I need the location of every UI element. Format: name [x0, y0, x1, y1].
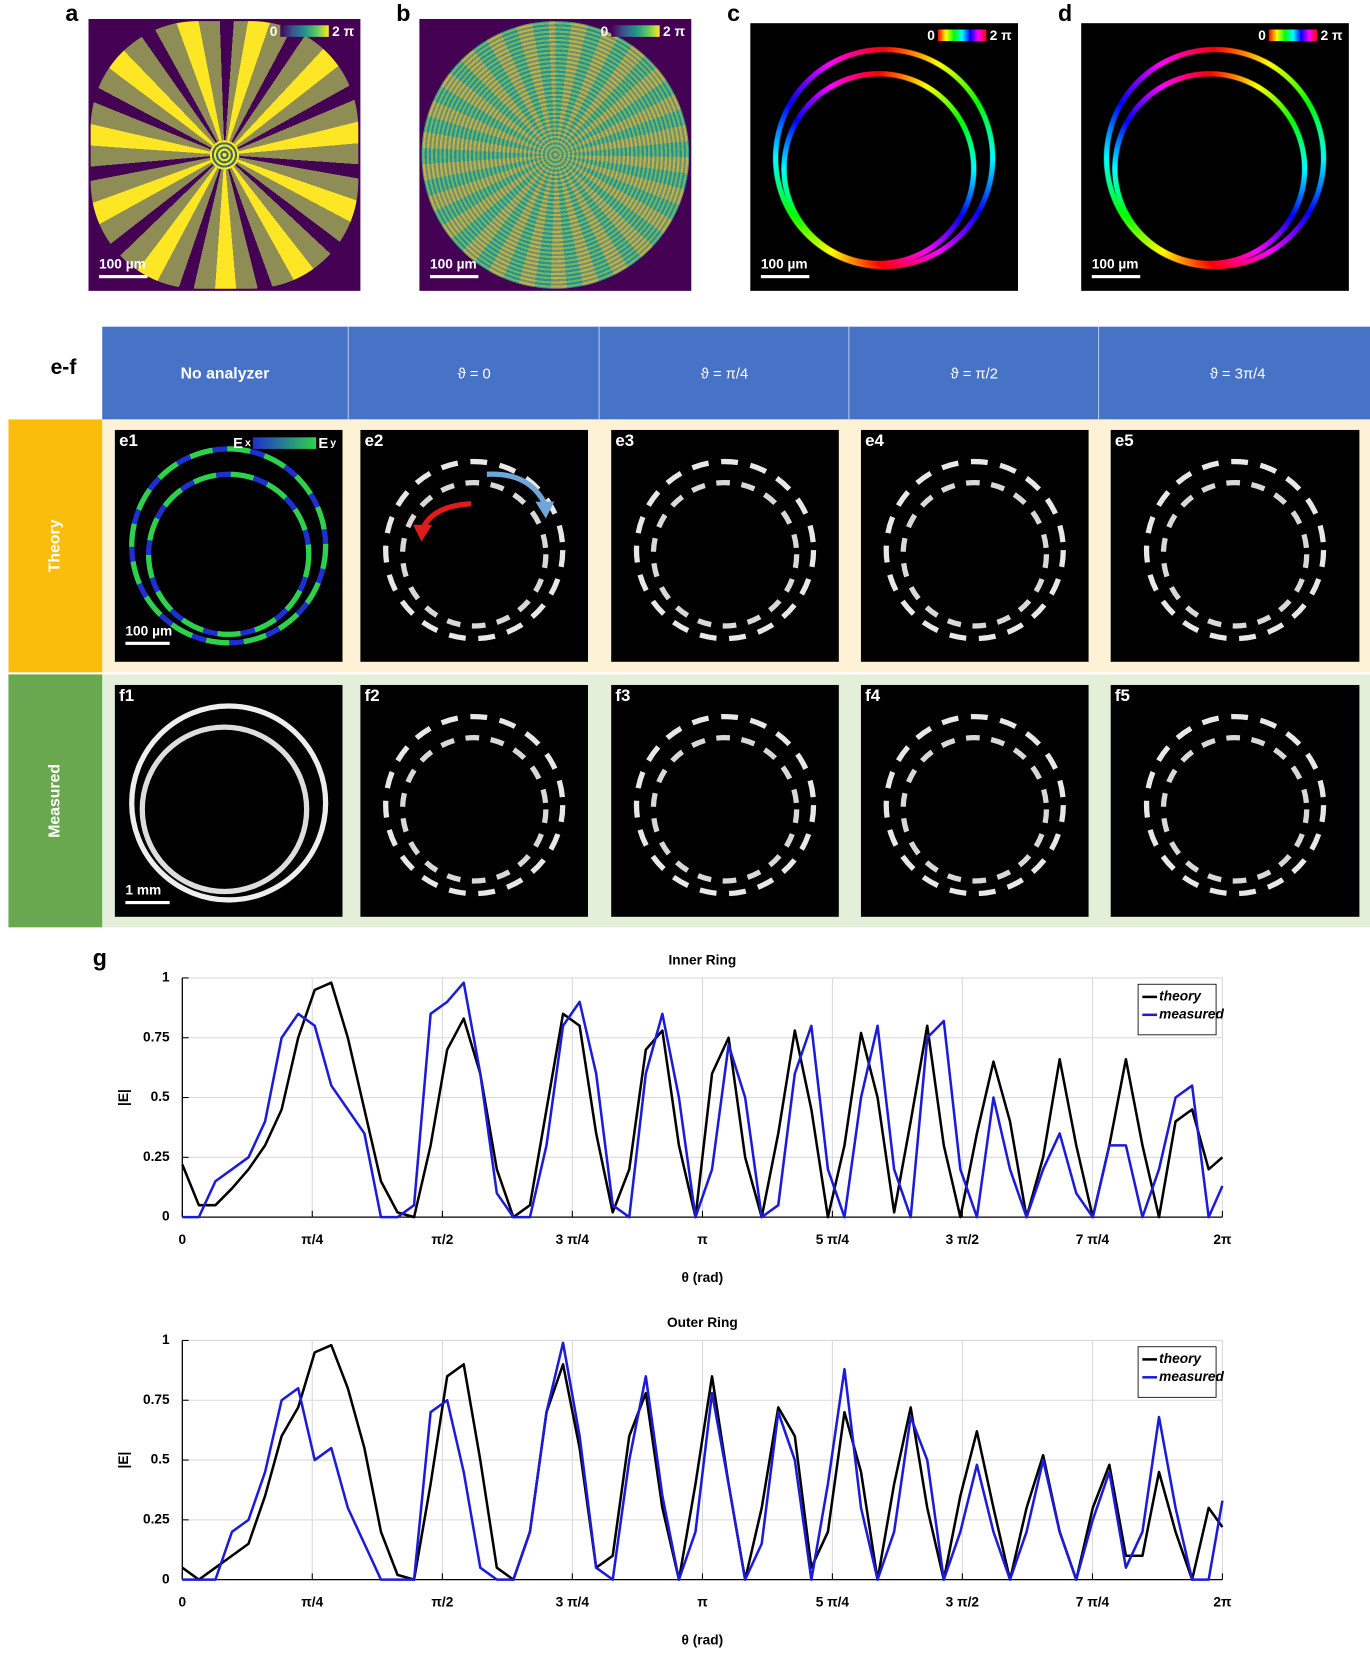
legend-label: theory [1159, 1351, 1202, 1366]
x-tick-label: 2π [1213, 1232, 1232, 1247]
chart-title: Outer Ring [667, 1315, 738, 1330]
y-axis-label: |E| [116, 1089, 131, 1106]
x-tick-label: π/2 [431, 1232, 453, 1247]
y-tick-label: 0.25 [143, 1149, 170, 1164]
y-tick-label: 0.75 [143, 1392, 170, 1407]
x-tick-label: 5 π/4 [816, 1594, 850, 1609]
figure: a02 π100 µmb02 π100 µmc02 π100 µmd02 π10… [0, 0, 1370, 1658]
y-tick-label: 0.25 [143, 1511, 170, 1526]
x-tick-label: π/4 [301, 1232, 323, 1247]
x-tick-label: 3 π/4 [556, 1594, 590, 1609]
charts-layer: 0 π/4 π/2 3 π/4 π 5 π/4 3 π/2 7 π/4 2π 0 0.25 0.5 0.… [0, 0, 1370, 1658]
x-tick-label: 3 π/4 [556, 1232, 590, 1247]
y-tick-label: 0.75 [143, 1029, 170, 1044]
x-tick-label: π [697, 1594, 708, 1609]
legend-label: measured [1159, 1369, 1224, 1384]
chart-title: Inner Ring [669, 953, 737, 968]
x-tick-label: 0 [178, 1232, 186, 1247]
x-tick-label: 0 [178, 1594, 186, 1609]
y-tick-label: 1 [162, 1332, 170, 1347]
legend-label: theory [1159, 989, 1202, 1004]
x-tick-label: π [697, 1232, 708, 1247]
x-tick-label: 3 π/2 [946, 1232, 980, 1247]
x-tick-label: π/2 [431, 1594, 453, 1609]
x-tick-label: 5 π/4 [816, 1232, 850, 1247]
y-tick-label: 0 [162, 1209, 170, 1224]
y-tick-label: 0 [162, 1571, 170, 1586]
y-tick-label: 0.5 [151, 1089, 170, 1104]
y-axis-label: |E| [116, 1452, 131, 1469]
page: Figure {"top_panels": [ {"label": "a", "… [0, 0, 1370, 1658]
legend-label: measured [1159, 1006, 1224, 1021]
x-tick-label: 7 π/4 [1076, 1594, 1110, 1609]
x-tick-label: 7 π/4 [1076, 1232, 1110, 1247]
y-tick-label: 1 [162, 970, 170, 985]
x-axis-label: θ (rad) [682, 1632, 724, 1647]
x-tick-label: π/4 [301, 1594, 323, 1609]
x-tick-label: 3 π/2 [946, 1594, 980, 1609]
y-tick-label: 0.5 [151, 1452, 170, 1467]
x-axis-label: θ (rad) [682, 1270, 724, 1285]
x-tick-label: 2π [1213, 1594, 1232, 1609]
page-body: a02 π100 µmb02 π100 µmc02 π100 µmd02 π10… [0, 0, 1370, 1658]
